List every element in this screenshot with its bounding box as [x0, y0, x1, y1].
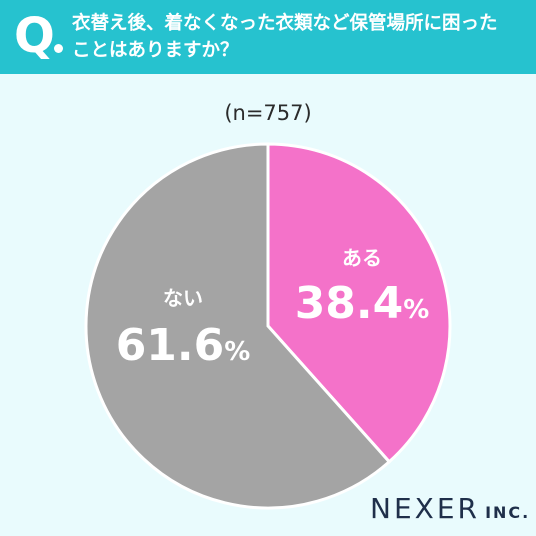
slice-label-nai: ない [163, 286, 203, 310]
slice-value-unit-aru: % [403, 295, 429, 325]
q-mark: Q [14, 8, 55, 64]
pie-slice-aru [266, 142, 452, 464]
slice-value-number-nai: 61.6 [116, 320, 225, 371]
q-dot-icon [54, 44, 63, 53]
nexer-logo: NEXER INC. [370, 492, 530, 525]
sample-size-label: (n=757) [224, 101, 312, 125]
slice-value-number-aru: 38.4 [295, 278, 404, 329]
question-text: 衣替え後、着なくなった衣類など保管場所に困った ことはありますか？ [72, 13, 498, 61]
question-header: Q 衣替え後、着なくなった衣類など保管場所に困った ことはありますか？ [0, 0, 536, 74]
slice-value-unit-nai: % [224, 337, 250, 367]
slice-value-aru: 38.4% [295, 278, 430, 329]
slice-label-aru: ある [342, 246, 382, 270]
slice-value-nai: 61.6% [116, 320, 251, 371]
logo-main-text: NEXER [370, 492, 480, 525]
logo-sub-text: INC. [485, 503, 531, 522]
pie-slice-nai [84, 142, 392, 510]
